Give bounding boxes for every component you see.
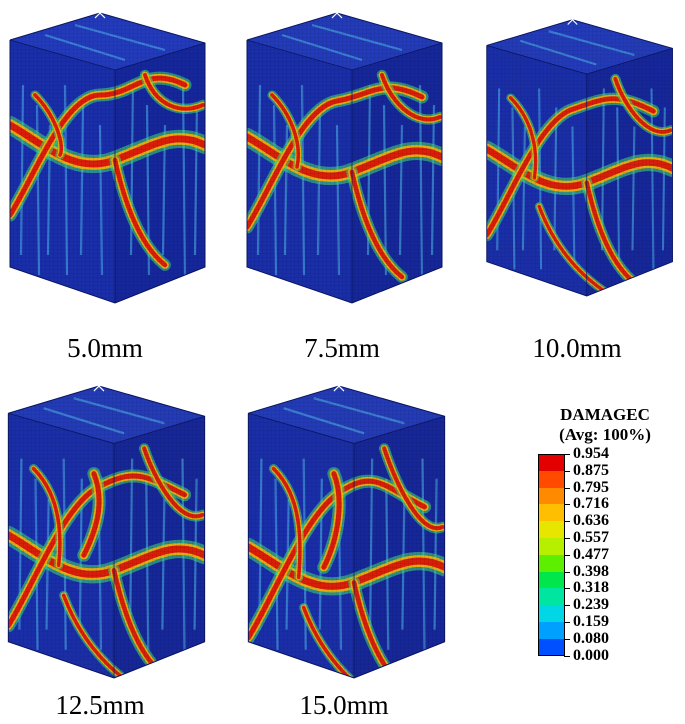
legend-tick: [564, 538, 570, 539]
legend-tick: [564, 521, 570, 523]
panel-caption-4: 12.5mm: [55, 690, 145, 720]
legend-tick: [564, 655, 570, 657]
legend-label: 0.557: [573, 529, 609, 546]
legend-swatch: [538, 454, 565, 471]
load-point-marker: [567, 14, 578, 25]
mesh-overlay: [8, 386, 205, 678]
legend-label: 0.875: [573, 461, 609, 479]
specimen-cube-2: [246, 7, 443, 304]
legend-variable: DAMAGEC: [560, 405, 650, 424]
cube-edge: [248, 412, 445, 444]
legend-label: 0.239: [573, 596, 609, 614]
legend-swatch: [538, 470, 565, 488]
legend-tick: [564, 554, 570, 556]
legend-tick: [564, 487, 570, 489]
legend-label: 0.318: [573, 579, 609, 597]
legend-swatch: [538, 588, 565, 606]
legend-swatch: [538, 622, 565, 639]
legend-swatch: [538, 504, 565, 522]
legend-swatch: [538, 638, 565, 656]
legend-label: 0.716: [573, 495, 609, 513]
legend-swatch: [538, 605, 565, 622]
load-point-marker: [94, 7, 106, 19]
legend-label: 0.636: [573, 512, 609, 530]
legend-swatch: [538, 487, 565, 505]
panel-caption-5: 15.0mm: [299, 690, 389, 720]
legend-scale: 0.954 0.875 0.795 0.716 0.636 0.557 0.477 0.398…: [535, 445, 675, 664]
specimen-cube-1: [9, 7, 206, 304]
legend-label: 0.159: [573, 613, 609, 630]
legend-swatch: [538, 538, 565, 555]
legend-tick: [564, 571, 570, 573]
mesh-overlay: [10, 13, 205, 303]
panel-caption-1: 5.0mm: [67, 333, 143, 363]
legend-label: 0.000: [573, 646, 609, 664]
specimen-cube-3: [486, 14, 673, 297]
legend-label: 0.954: [573, 445, 609, 462]
mesh-overlay: [248, 386, 445, 678]
panel-caption-3: 10.0mm: [532, 333, 622, 363]
specimen-panel-3: [482, 5, 682, 305]
specimen-cube-5: [247, 380, 446, 679]
specimen-panel-4: [3, 378, 215, 680]
load-point-marker: [333, 380, 345, 392]
specimen-panel-2: [242, 5, 452, 305]
panel-caption-2: 7.5mm: [304, 333, 380, 363]
legend-swatch: [538, 521, 565, 538]
legend-frame: [538, 454, 565, 656]
mesh-overlay: [247, 13, 442, 303]
cube-edge: [8, 412, 205, 444]
mesh-overlay: [486, 19, 673, 296]
load-point-marker: [331, 7, 343, 19]
legend-swatch: [538, 554, 565, 572]
legend-tick: [564, 470, 570, 472]
load-point-marker: [93, 380, 105, 392]
legend-tick: [564, 504, 570, 506]
legend-label: 0.080: [573, 629, 609, 647]
color-legend: DAMAGEC (Avg: 100%) 0.954 0.875 0.795 0.716…: [535, 405, 675, 664]
legend-label: 0.398: [573, 562, 609, 580]
legend-tick: [564, 622, 570, 623]
legend-tick: [564, 588, 570, 590]
legend-tick: [564, 605, 570, 607]
legend-tick: [564, 454, 570, 455]
specimen-panel-1: [5, 5, 215, 305]
specimen-panel-5: [243, 378, 455, 680]
legend-swatch: [538, 571, 565, 589]
legend-averaging: (Avg: 100%): [559, 425, 651, 444]
legend-label: 0.477: [573, 545, 609, 563]
legend-label: 0.795: [573, 478, 609, 496]
specimen-cube-4: [7, 380, 206, 679]
legend-tick: [564, 638, 570, 640]
